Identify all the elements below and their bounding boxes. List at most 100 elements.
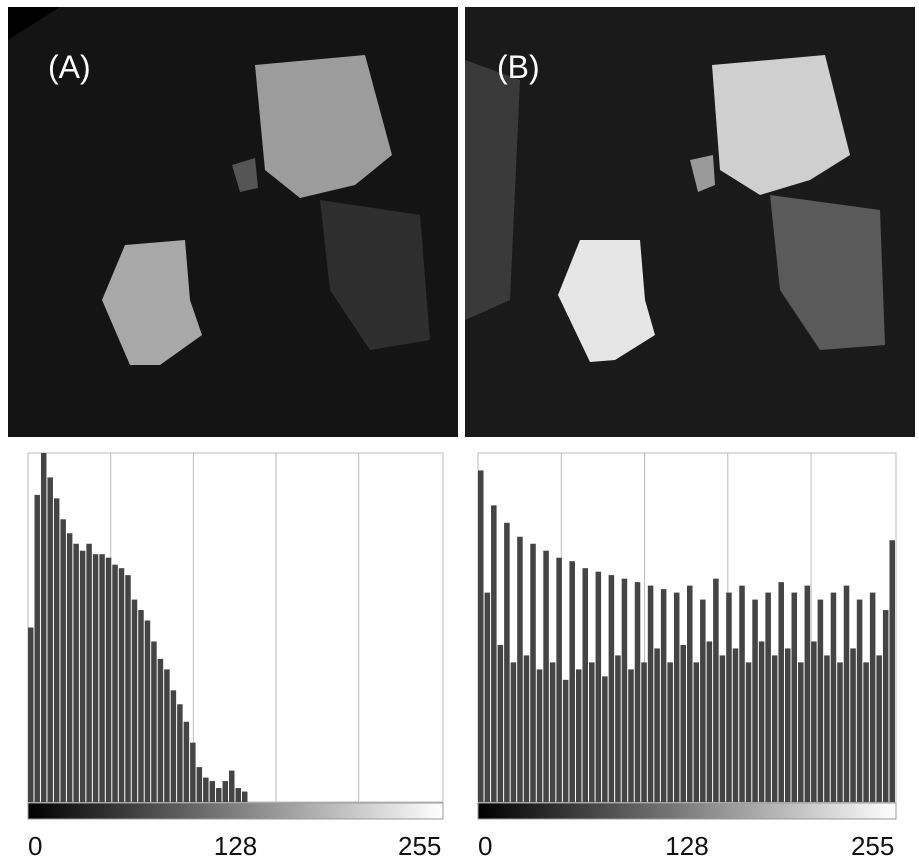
bar	[158, 659, 163, 802]
x-tick-label: 255	[851, 831, 894, 860]
bar	[765, 593, 771, 802]
bar	[883, 610, 889, 802]
bar	[759, 641, 765, 802]
bar	[778, 582, 784, 802]
bar	[661, 589, 667, 802]
x-tick-label: 0	[478, 831, 492, 860]
panel-label: (A)	[48, 49, 91, 85]
bar	[99, 554, 104, 802]
bar	[870, 593, 876, 802]
histogram: 0 128 255	[478, 453, 896, 860]
bar	[576, 669, 582, 802]
bar	[236, 788, 241, 802]
bar	[857, 600, 863, 802]
bar	[889, 540, 895, 802]
bar	[67, 533, 72, 802]
bar	[680, 645, 686, 802]
bar	[805, 586, 811, 802]
bar	[132, 600, 137, 802]
bar	[556, 558, 562, 802]
bar	[569, 561, 575, 802]
bar	[837, 662, 843, 802]
x-tick-label: 0	[28, 831, 42, 860]
bar	[674, 593, 680, 802]
bar	[119, 568, 124, 802]
bar	[93, 554, 98, 802]
bar	[863, 662, 869, 802]
bar	[785, 648, 791, 802]
bar	[831, 593, 837, 802]
bar	[171, 690, 176, 802]
bar	[550, 662, 556, 802]
bar	[60, 519, 65, 802]
bar	[707, 641, 713, 802]
bar	[752, 600, 758, 802]
bar	[609, 575, 615, 802]
x-tick-label: 128	[665, 831, 708, 860]
bar	[713, 579, 719, 802]
bar	[772, 655, 778, 802]
bar	[720, 655, 726, 802]
bar	[197, 767, 202, 802]
bar	[602, 676, 608, 802]
bar	[54, 498, 59, 802]
bar	[537, 669, 543, 802]
bar	[229, 771, 234, 802]
bar	[34, 495, 39, 802]
bar	[641, 662, 647, 802]
bar	[726, 593, 732, 802]
bar	[504, 523, 510, 802]
bar	[177, 704, 182, 802]
bar	[844, 586, 850, 802]
bar	[86, 544, 91, 802]
bar	[491, 505, 497, 802]
bar	[184, 722, 189, 802]
bar	[687, 586, 693, 802]
bar	[151, 641, 156, 802]
bar	[485, 593, 491, 802]
bar	[530, 544, 536, 802]
x-tick-label: 255	[398, 831, 441, 860]
bar	[223, 781, 228, 802]
bar	[210, 781, 215, 802]
bar	[190, 743, 195, 802]
bar	[511, 662, 517, 802]
bar	[583, 568, 589, 802]
bar	[876, 655, 882, 802]
bar	[850, 648, 856, 802]
bar	[41, 453, 46, 802]
bar	[543, 551, 549, 802]
panel-label: (B)	[497, 49, 540, 85]
image-b: (B)	[465, 7, 915, 437]
bar	[563, 680, 569, 802]
bar	[138, 610, 143, 802]
bar	[733, 648, 739, 802]
bar	[628, 669, 634, 802]
bar	[524, 655, 530, 802]
bar	[145, 621, 150, 802]
bar	[106, 558, 111, 802]
bar	[654, 648, 660, 802]
bar	[596, 572, 602, 802]
bar	[615, 655, 621, 802]
bar	[203, 778, 208, 802]
bar	[824, 655, 830, 802]
bar	[746, 662, 752, 802]
bar	[811, 641, 817, 802]
bar	[216, 788, 221, 802]
bar	[28, 628, 33, 803]
bar	[648, 586, 654, 802]
bar	[818, 600, 824, 802]
x-tick-label: 128	[214, 831, 257, 860]
bar	[635, 582, 641, 802]
bar	[80, 551, 85, 802]
bar	[125, 575, 130, 802]
bar	[798, 662, 804, 802]
bar	[694, 662, 700, 802]
gray-scale-bar	[478, 803, 896, 819]
bar	[164, 669, 169, 802]
bar	[112, 565, 117, 802]
histogram: 0 128 255	[28, 453, 443, 860]
bar	[622, 579, 628, 802]
bar	[700, 600, 706, 802]
